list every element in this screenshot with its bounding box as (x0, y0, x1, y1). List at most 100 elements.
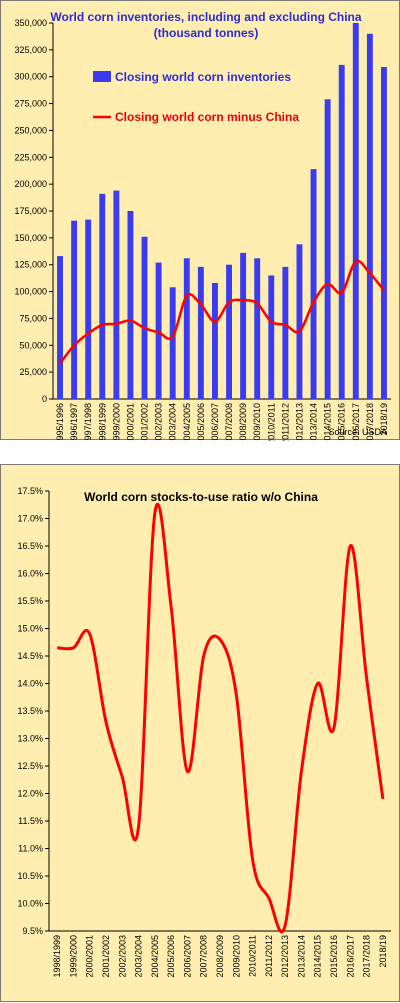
x-tick-label: 1996/1997 (69, 403, 79, 441)
y-tick-label: 17.0% (17, 514, 43, 524)
x-tick-label: 2018/19 (379, 403, 389, 436)
legend-bar-swatch (93, 71, 111, 82)
y-tick-label: 250,000 (14, 125, 47, 135)
bar (127, 211, 134, 399)
x-tick-label: 2011/2012 (280, 403, 290, 441)
stocks-to-use-chart-panel: 9.5% 10.0% 10.5% 11.0% 11.5% 12.0% 12.5% 13.0% 1… (0, 464, 400, 1002)
bar (366, 33, 373, 399)
x-tick-label: 2006/2007 (182, 935, 192, 978)
bar (155, 262, 162, 399)
chart-subtitle: (thousand tonnes) (154, 26, 259, 40)
series-line (59, 259, 385, 365)
x-tick-label: 2000/2001 (85, 935, 95, 978)
chart-title: World corn stocks-to-use ratio w/o China (84, 490, 318, 504)
y-tick-label: 13.0% (17, 734, 43, 744)
inventories-chart-panel: 0 25,000 50,000 75,000 100,000 125,000 150,000… (0, 0, 400, 441)
y-tick-label: 11.5% (18, 816, 43, 826)
bar (183, 258, 190, 399)
bar (85, 219, 92, 399)
bar (310, 169, 317, 399)
x-tick-label: 2018/19 (378, 935, 388, 968)
x-tick-label: 2010/2011 (266, 403, 276, 441)
y-tick-label: 150,000 (14, 233, 47, 243)
x-tick-label: 2009/2010 (252, 403, 262, 441)
bar (240, 252, 247, 399)
series-line (57, 502, 385, 934)
x-tick-label: 2013/2014 (296, 935, 306, 978)
x-tick-label: 2002/2003 (117, 935, 127, 978)
x-tick-label: 2011/2012 (264, 935, 274, 977)
y-tick-label: 9.5% (22, 926, 43, 936)
x-tick-label: 2001/2002 (101, 935, 111, 978)
y-tick-label: 10.0% (17, 899, 43, 909)
y-tick-label: 125,000 (14, 260, 47, 270)
x-tick-label: 1997/1998 (83, 403, 93, 441)
bar (197, 266, 204, 399)
y-tick-label: 16.5% (17, 541, 43, 551)
bar (141, 236, 148, 399)
y-tick-label: 14.5% (17, 651, 43, 661)
x-tick-label: 2017/2018 (365, 403, 375, 441)
x-tick-label: 2004/2005 (182, 403, 192, 441)
bar (71, 220, 78, 399)
y-tick-label: 14.0% (17, 679, 43, 689)
source-note: Source: USDA (328, 427, 387, 437)
bar (254, 258, 261, 399)
bar (99, 193, 106, 399)
x-tick-label: 2006/2007 (210, 403, 220, 441)
bar (338, 64, 345, 399)
legend-line-label: Closing world corn minus China (115, 110, 299, 124)
x-tick-label: 2015/2016 (329, 935, 339, 978)
inventories-chart: 0 25,000 50,000 75,000 100,000 125,000 150,000… (14, 10, 391, 441)
x-tick-label: 2008/2009 (238, 403, 248, 441)
legend-bar-label: Closing world corn inventories (115, 70, 291, 84)
chart-title: World corn inventories, including and ex… (50, 10, 361, 24)
x-tick-label: 2003/2004 (168, 403, 178, 441)
bar (169, 287, 176, 399)
y-tick-label: 200,000 (14, 179, 47, 189)
bar (268, 275, 275, 399)
x-tick-label: 2001/2002 (140, 403, 150, 441)
y-tick-label: 300,000 (14, 72, 47, 82)
x-tick-label: 2010/2011 (248, 935, 258, 977)
x-tick-label: 2005/2006 (166, 935, 176, 978)
y-tick-label: 75,000 (19, 313, 47, 323)
x-tick-label: 2015/2016 (337, 403, 347, 441)
stocks-to-use-chart: 9.5% 10.0% 10.5% 11.0% 11.5% 12.0% 12.5% 13.0% 1… (17, 486, 391, 978)
y-tick-label: 16.0% (17, 569, 43, 579)
bar (226, 264, 232, 399)
bar (212, 282, 218, 399)
x-tick-label: 1998/1999 (97, 403, 107, 441)
y-tick-label: 350,000 (14, 18, 47, 28)
x-tick-label: 2005/2006 (196, 403, 206, 441)
x-tick-label: 2017/2018 (362, 935, 372, 978)
y-tick-label: 100,000 (14, 287, 47, 297)
y-tick-label: 275,000 (14, 99, 47, 109)
x-tick-label: 2004/2005 (150, 935, 160, 978)
x-tick-label: 2007/2008 (199, 935, 209, 978)
x-tick-label: 2012/2013 (294, 403, 304, 441)
y-tick-label: 10.5% (17, 871, 43, 881)
y-tick-label: 17.5% (17, 486, 43, 496)
x-tick-label: 2003/2004 (134, 935, 144, 978)
x-tick-label: 2013/2014 (309, 403, 319, 441)
x-tick-label: 1995/1996 (55, 403, 65, 441)
bar (352, 23, 359, 399)
x-tick-label: 1999/2000 (68, 935, 78, 978)
x-tick-label: 2012/2013 (280, 935, 290, 978)
x-tick-label: 2000/2001 (125, 403, 135, 441)
bar (381, 67, 387, 399)
y-tick-label: 15.5% (17, 596, 43, 606)
y-tick-label: 225,000 (14, 152, 47, 162)
y-tick-label: 12.0% (17, 789, 43, 799)
x-tick-label: 2014/2015 (323, 403, 333, 441)
x-tick-label: 2014/2015 (313, 935, 323, 978)
bar (324, 99, 331, 399)
bar (57, 256, 63, 399)
bar (113, 190, 120, 399)
x-tick-label: 2002/2003 (154, 403, 164, 441)
y-tick-label: 175,000 (14, 206, 47, 216)
y-tick-label: 0 (42, 394, 47, 404)
y-tick-label: 11.0% (18, 844, 43, 854)
x-tick-label: 2009/2010 (231, 935, 241, 978)
